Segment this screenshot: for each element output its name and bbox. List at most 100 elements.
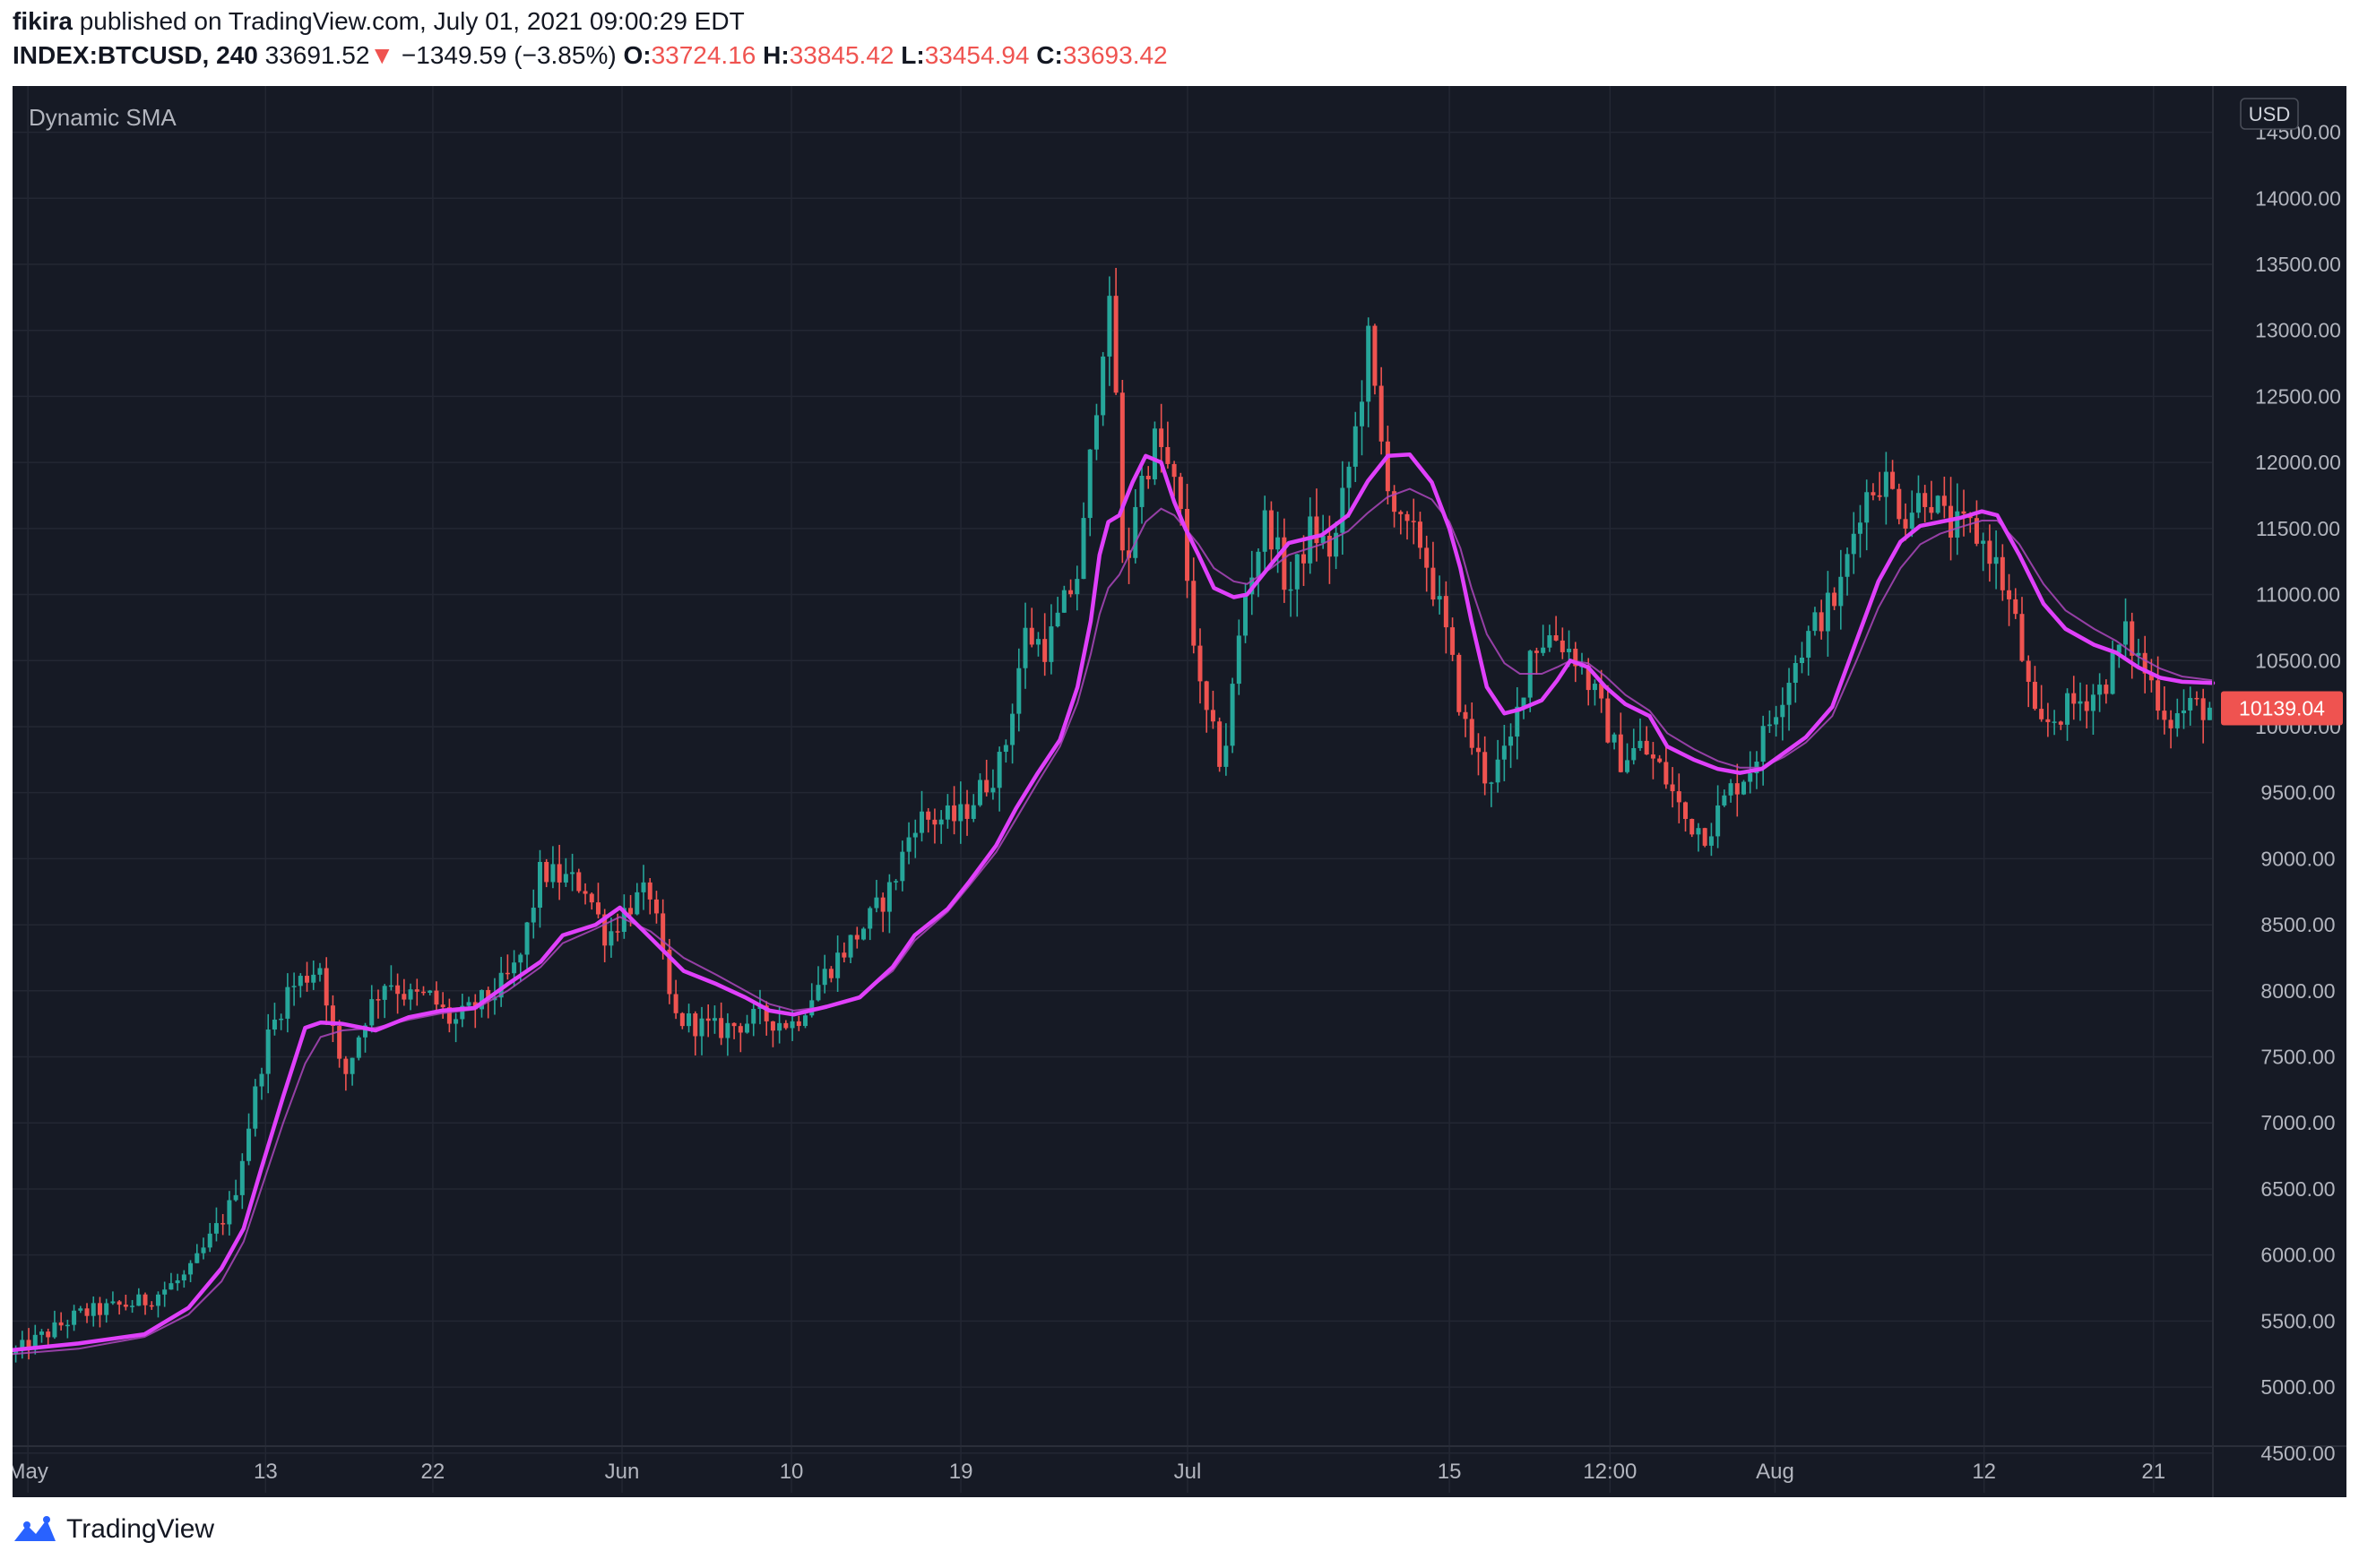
- candle-body: [1411, 521, 1416, 522]
- candle-body: [2200, 698, 2206, 720]
- candle-body: [1301, 554, 1307, 564]
- price-axis[interactable]: 4500.00 5000.00 5500.00 6000.00 6500.00 7000.…: [2255, 121, 2341, 1465]
- candle-body: [194, 1253, 200, 1263]
- candle-body: [369, 999, 375, 1026]
- time-tick-label: 15: [1438, 1460, 1462, 1484]
- candle-body: [932, 819, 938, 825]
- price-tick-label: 4500.00: [2260, 1442, 2335, 1465]
- indicator-legend[interactable]: Dynamic SMA: [29, 104, 177, 131]
- time-tick-label: Aug: [1756, 1460, 1794, 1484]
- candle-body: [653, 899, 659, 914]
- candle-body: [1541, 647, 1546, 653]
- currency-label[interactable]: USD: [2249, 103, 2290, 125]
- candle-body: [2130, 621, 2135, 656]
- candle-body: [828, 969, 834, 978]
- price-chart[interactable]: 4500.00 5000.00 5500.00 6000.00 6500.00 7000.…: [8, 86, 2346, 1497]
- candle-body: [2194, 697, 2199, 700]
- candle-body: [1171, 463, 1177, 478]
- candle-body: [1663, 762, 1669, 785]
- tradingview-logo[interactable]: TradingView: [13, 1514, 214, 1545]
- candle-body: [84, 1308, 90, 1316]
- candle-body: [751, 1008, 756, 1024]
- candle-body: [1145, 476, 1151, 479]
- candle-body: [408, 989, 413, 1000]
- candle-body: [39, 1331, 44, 1335]
- candle-body: [65, 1324, 70, 1327]
- candle-body: [78, 1308, 83, 1311]
- candle-body: [673, 994, 678, 1013]
- candle-body: [1871, 492, 1876, 495]
- candle-body: [1612, 734, 1617, 743]
- candle-body: [1883, 471, 1888, 497]
- candle-body: [557, 864, 562, 883]
- indicator-label[interactable]: Dynamic SMA: [29, 104, 177, 131]
- open-value: 33724.16: [651, 41, 756, 69]
- candle-body: [311, 974, 316, 983]
- price-label-text: 10139.04: [2239, 696, 2325, 719]
- candle-body: [738, 1026, 743, 1033]
- candle-body: [1780, 704, 1785, 718]
- candle-body: [2026, 660, 2031, 682]
- candle-body: [220, 1223, 226, 1225]
- candle-body: [1728, 783, 1733, 796]
- candle-body: [1799, 657, 1804, 663]
- time-axis[interactable]: May 13 22 Jun 10 19 Jul 15 12:00 Aug 12 21: [8, 1460, 2166, 1484]
- candle-body: [168, 1283, 174, 1290]
- candle-body: [72, 1310, 77, 1325]
- candle-body: [117, 1301, 122, 1305]
- candle-body: [2116, 644, 2121, 653]
- candle-body: [1786, 683, 1792, 705]
- low-value: 33454.94: [924, 41, 1030, 69]
- candle-body: [1981, 540, 1986, 544]
- candle-body: [149, 1305, 154, 1307]
- candle-body: [705, 1018, 711, 1021]
- candle-body: [2090, 694, 2095, 711]
- candle-body: [1197, 645, 1203, 682]
- candle-body: [1864, 492, 1870, 523]
- candle-body: [602, 914, 608, 946]
- candle-body: [719, 1018, 724, 1038]
- candle-body: [52, 1322, 57, 1338]
- candle-body: [46, 1331, 51, 1338]
- candle-body: [1573, 649, 1578, 667]
- price-tick-label: 13500.00: [2255, 253, 2341, 276]
- candle-body: [1845, 554, 1850, 577]
- time-tick-label: 19: [949, 1460, 973, 1484]
- publish-header: fikira published on TradingView.com, Jul…: [0, 0, 2359, 84]
- time-tick-label: Jun: [605, 1460, 640, 1484]
- candle-body: [136, 1294, 142, 1306]
- time-tick-label: 12: [1972, 1460, 1996, 1484]
- author-name[interactable]: fikira: [13, 7, 73, 35]
- candle-body: [20, 1340, 25, 1350]
- candle-body: [1326, 535, 1332, 557]
- open-label: O:: [623, 41, 652, 69]
- candle-body: [1475, 747, 1481, 753]
- candle-body: [2188, 697, 2193, 711]
- candle-body: [1741, 781, 1747, 795]
- candle-body: [570, 872, 575, 874]
- candle-body: [1334, 532, 1339, 557]
- candle-body: [2065, 693, 2070, 725]
- candle-body: [725, 1022, 730, 1038]
- tradingview-logo-icon: [14, 1516, 56, 1541]
- candle-body: [1256, 551, 1261, 578]
- candle-body: [803, 1015, 808, 1027]
- candle-body: [1974, 518, 1979, 544]
- candle-body: [1941, 495, 1947, 506]
- footer: [0, 1497, 2359, 1568]
- candle-body: [1702, 828, 1707, 846]
- candle-body: [363, 1025, 368, 1038]
- candlestick-series: [13, 267, 2212, 1363]
- candle-body: [1437, 596, 1442, 600]
- candle-body: [1185, 509, 1190, 582]
- published-text: published on TradingView.com, July 01, 2…: [79, 7, 745, 35]
- candle-body: [1955, 511, 1960, 538]
- chart-frame[interactable]: 4500.00 5000.00 5500.00 6000.00 6500.00 7000.…: [8, 86, 2346, 1497]
- candle-body: [1113, 296, 1119, 393]
- candle-body: [446, 1007, 452, 1024]
- candle-body: [512, 962, 517, 974]
- candle-body: [2078, 701, 2083, 704]
- symbol-label: INDEX:BTCUSD, 240: [13, 41, 258, 69]
- currency-badge[interactable]: USD: [2240, 98, 2299, 130]
- price-change: −1349.59 (−3.85%): [401, 41, 617, 69]
